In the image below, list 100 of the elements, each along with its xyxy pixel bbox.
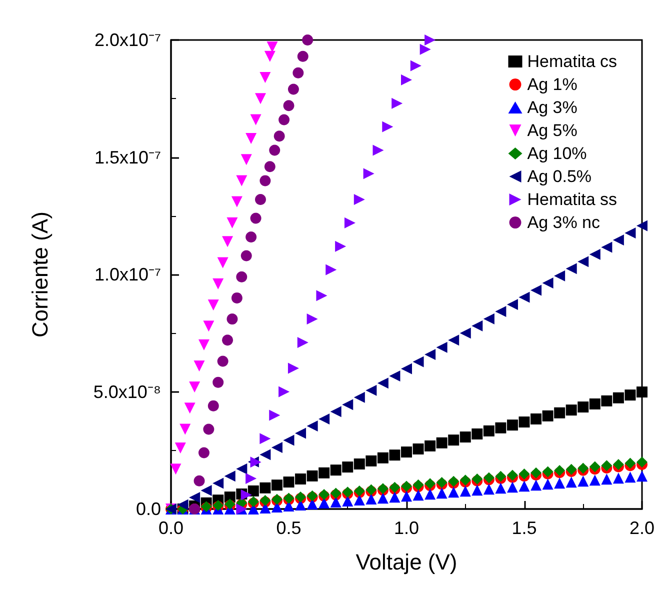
point [226,217,238,228]
point [278,114,290,126]
point [554,270,566,282]
point [530,480,542,491]
legend-label: Hematita ss [527,190,617,209]
point [212,478,224,489]
point [250,456,262,468]
legend-label: Ag 3% nc [527,213,601,232]
point [194,360,205,372]
point [236,271,248,282]
point [601,474,612,485]
point [264,161,276,172]
point [240,154,252,166]
point [260,449,271,460]
point [236,463,248,474]
point [246,231,257,242]
point [401,446,412,458]
point [295,428,306,439]
point [189,492,200,504]
y-tick-label: 0.0 [136,499,161,519]
point [255,194,266,205]
point [612,458,624,470]
point [483,484,494,495]
y-tick-label: 2.0x10⁻⁷ [94,30,161,50]
point [212,278,224,290]
point [260,482,271,494]
point [612,392,624,404]
point [288,362,299,374]
point [217,356,228,367]
point [292,67,304,78]
point [354,194,365,205]
point [377,378,388,389]
point [306,470,318,482]
point [198,447,210,458]
point [460,486,471,497]
point [495,470,506,482]
point [366,384,377,396]
point [566,263,577,274]
point [636,220,648,232]
point [460,328,471,339]
x-tick-label: 0.0 [158,518,184,538]
point [624,458,636,469]
point [382,121,394,132]
point [283,100,294,112]
point [366,455,377,466]
point [424,488,436,500]
point [208,400,219,412]
point [589,474,600,486]
point [601,242,612,253]
point [326,264,337,276]
point [240,250,252,262]
point [194,475,205,486]
point [354,392,365,403]
point [377,452,388,464]
y-tick-label: 5.0x10⁻⁸ [93,382,161,402]
point [288,84,299,95]
point [226,314,238,325]
point [177,499,188,510]
legend-label: Ag 5% [527,121,578,140]
point [624,390,636,401]
point [495,306,506,318]
point [203,424,214,435]
point [330,406,342,418]
point [372,144,384,156]
point [412,356,424,368]
point [460,432,471,443]
point [389,492,400,503]
point [260,72,271,84]
point [518,292,530,303]
point [222,236,234,248]
point [295,473,306,484]
point [366,494,377,505]
point [424,440,436,452]
point [274,130,285,142]
point [542,410,554,422]
point [354,458,365,470]
point [506,482,518,493]
x-tick-label: 1.5 [512,518,537,538]
point [342,496,354,507]
point [344,217,356,228]
point [283,476,294,488]
point [624,227,636,238]
point [231,292,242,304]
point [612,472,624,484]
point [335,240,346,252]
point [222,334,234,346]
point [306,314,318,325]
x-axis-title: Voltaje (V) [356,550,458,574]
point [578,401,589,412]
point [589,461,600,472]
point [189,382,200,393]
point [236,175,248,186]
point [342,462,354,473]
point [424,348,436,360]
point [271,442,282,454]
point [612,234,624,246]
point [436,437,448,448]
point [392,98,403,109]
point [302,34,314,46]
legend-label: Ag 10% [527,144,587,163]
